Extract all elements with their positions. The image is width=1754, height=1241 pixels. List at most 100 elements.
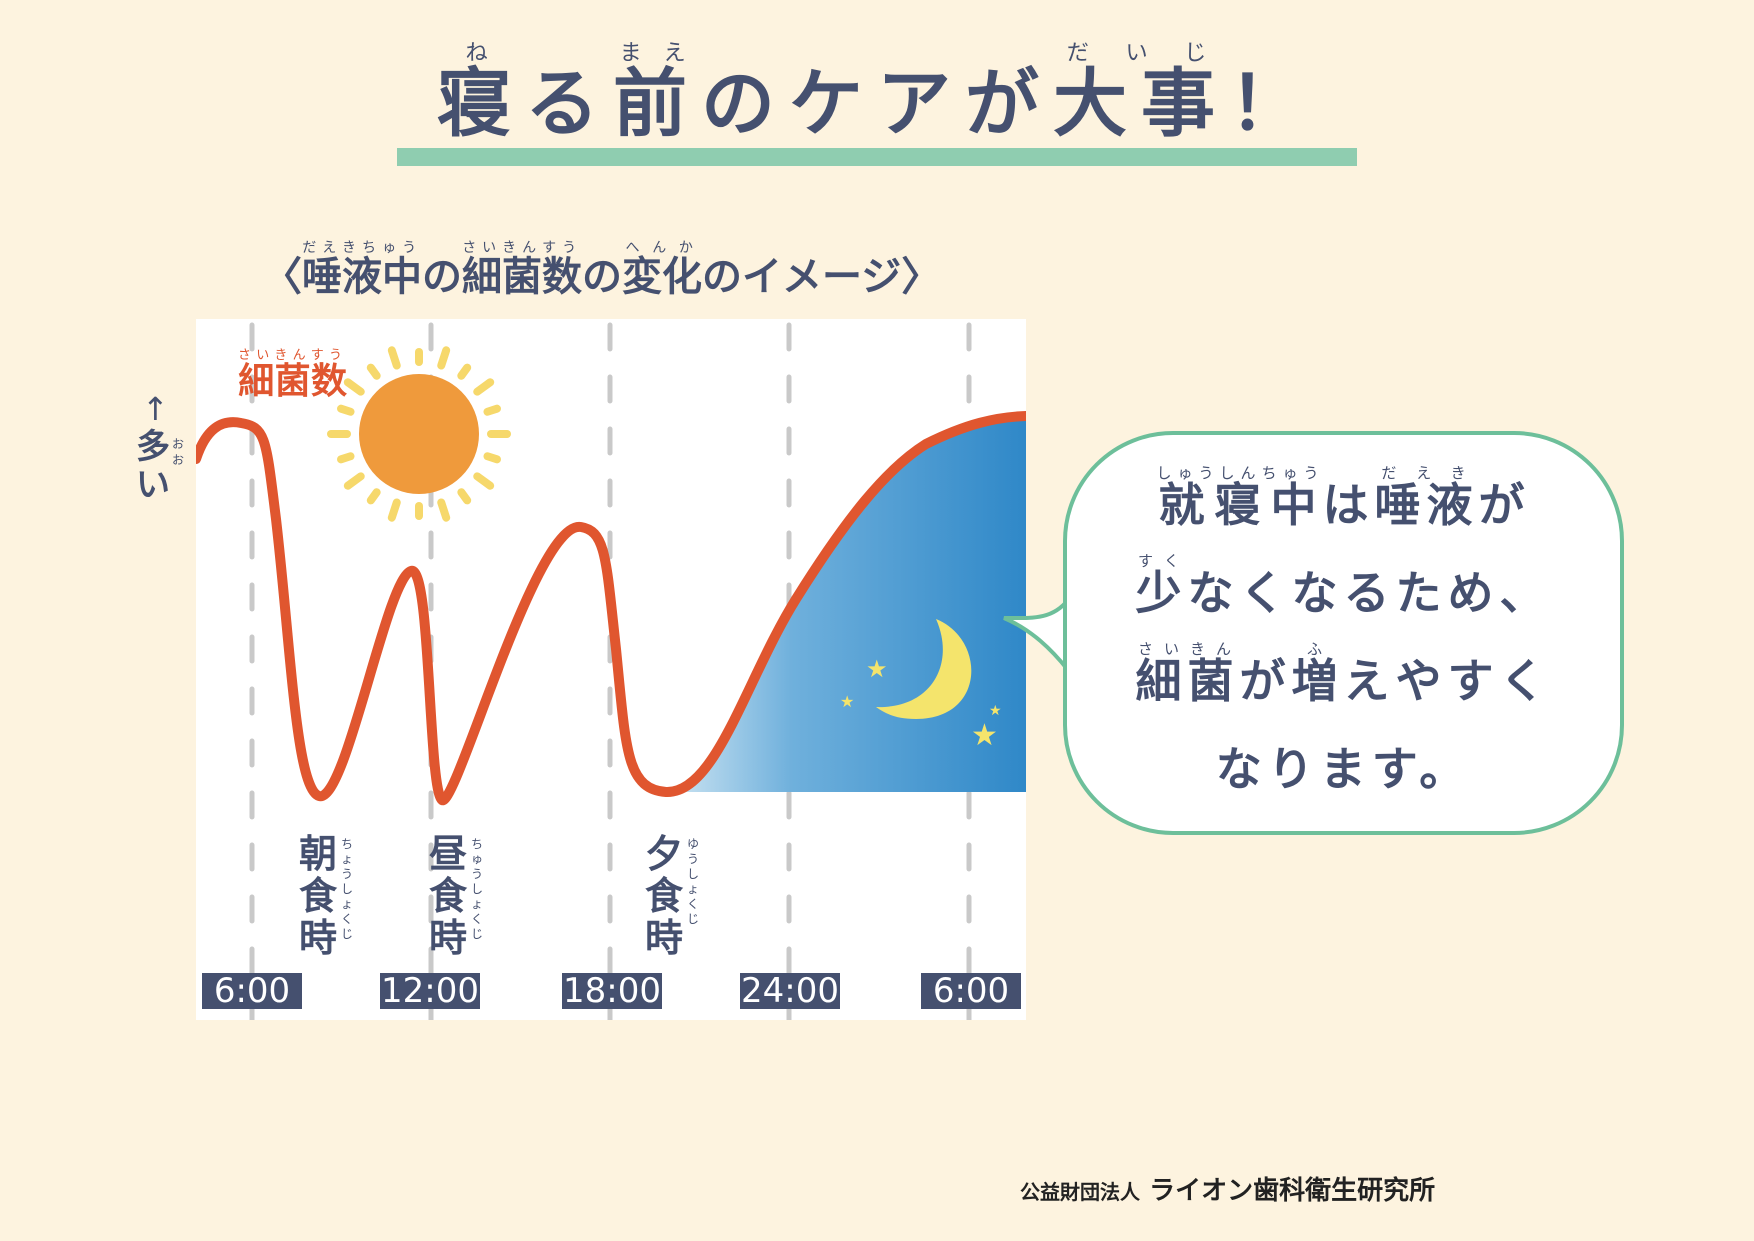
meal-label-breakfast: 朝食時 ちょうしょくじ (297, 833, 367, 963)
text-segment: が (1478, 478, 1531, 532)
text-segment: なります。 (1215, 742, 1472, 796)
sun-rays (327, 346, 511, 522)
sun-ray (483, 452, 501, 464)
bubble-line: 少すくなくなるため、 (1067, 549, 1620, 637)
up-arrow-icon: ↑ (142, 390, 169, 428)
text-segment: は (1322, 478, 1375, 532)
speech-bubble-text: 就寝中しゅうしんちゅうは唾液だえきが 少すくなくなるため、 細菌さいきんが増ふえやす… (1067, 461, 1620, 813)
meal-ruby: ゆうしょくじ (687, 837, 700, 926)
meal-label: 昼食時 (428, 832, 467, 960)
bacteria-curve (196, 411, 1026, 806)
ruby-base: 寝 (437, 61, 525, 147)
more-label: 多い (136, 427, 170, 505)
text-segment: えやすく (1343, 654, 1552, 708)
time-label: 6:00 (202, 973, 302, 1009)
ruby-base: 増 (1291, 654, 1344, 708)
moon-icon (876, 619, 972, 719)
chart-canvas: ★ ★ ★ ★ (196, 322, 1026, 1020)
sun-ray (437, 346, 451, 370)
sun-ray (457, 488, 472, 505)
text-segment: のイメージ〉 (702, 254, 942, 300)
sun-ray (366, 363, 381, 380)
sun-illustration (327, 346, 511, 522)
page-title: 寝ねる前まえのケアが大事だいじ！ (397, 40, 1357, 151)
ruby-text: 少すく (1135, 552, 1188, 620)
ruby-text: 唾液だえき (1374, 464, 1479, 532)
ruby-text: 寝ね (437, 40, 525, 147)
ruby-base: 唾液 (1374, 478, 1479, 532)
ruby-base: 唾液中 (302, 254, 422, 300)
sun-ray (337, 404, 355, 416)
sun-ray (437, 498, 451, 522)
ruby-reading: さいきん (1135, 640, 1240, 658)
chart-subtitle: 〈唾液中だえきちゅうの細菌数さいきんすうの変化へんかのイメージ〉 (262, 240, 941, 302)
speech-bubble: 就寝中しゅうしんちゅうは唾液だえきが 少すくなくなるため、 細菌さいきんが増ふえやす… (1063, 431, 1624, 835)
ruby-text: 唾液中だえきちゅう (302, 240, 422, 300)
org-prefix: 公益財団法人 (1020, 1180, 1140, 1204)
ruby-base: 変化 (622, 254, 702, 300)
org-name: ライオン歯科衛生研究所 (1149, 1176, 1436, 1206)
meal-label: 朝食時 (298, 832, 337, 960)
y-axis-label: 細菌数さいきんすう (238, 348, 347, 404)
text-segment: のケアが (701, 61, 1053, 147)
sun-ray (366, 488, 381, 505)
meal-label: 夕食時 (644, 832, 683, 960)
ruby-base: 前 (613, 61, 701, 147)
ruby-text: 細菌さいきん (1136, 640, 1240, 708)
time-label: 24:00 (740, 971, 840, 1011)
ruby-reading: へんか (622, 240, 702, 256)
sun-ray (387, 498, 401, 522)
ruby-base: 少 (1135, 566, 1188, 620)
ruby-text: 細菌数さいきんすう (462, 240, 582, 300)
time-label: 12:00 (380, 971, 480, 1011)
ruby-reading: ふ (1291, 640, 1344, 658)
ruby-reading: ね (437, 40, 525, 66)
ruby-reading: だえき (1374, 464, 1479, 482)
ruby-reading: だいじ (1053, 40, 1229, 66)
ruby-reading: しゅうしんちゅう (1156, 464, 1325, 482)
ruby-text: 増ふ (1291, 640, 1344, 708)
bubble-line: なります。 (1067, 725, 1620, 813)
speech-bubble-tail (1003, 598, 1070, 672)
organization-logo: 公益財団法人 ライオン歯科衛生研究所 (1020, 1170, 1435, 1207)
ruby-base: 就寝中 (1156, 478, 1325, 532)
star-icon: ★ (989, 703, 1002, 719)
y-axis-label-ruby: さいきんすう (238, 348, 348, 363)
meal-ruby: ちゅうしょくじ (471, 837, 484, 941)
sun-ray (343, 378, 365, 396)
ruby-text: 就寝中しゅうしんちゅう (1156, 464, 1325, 532)
ruby-text: 前まえ (613, 40, 701, 147)
meal-label-dinner: 夕食時 ゆうしょくじ (643, 833, 713, 963)
star-icon: ★ (971, 718, 998, 753)
moon-illustration: ★ ★ ★ ★ (840, 619, 1002, 753)
sun-ray (483, 404, 501, 416)
sun-ray (387, 346, 401, 370)
more-ruby: おお (172, 437, 185, 467)
text-segment: る (525, 61, 613, 147)
sun (359, 374, 479, 494)
ruby-text: 変化へんか (622, 240, 702, 300)
meal-ruby: ちょうしょくじ (341, 837, 354, 941)
star-icon: ★ (866, 655, 888, 683)
sun-ray (337, 452, 355, 464)
meal-label-lunch: 昼食時 ちゅうしょくじ (427, 833, 497, 963)
text-segment: が (1239, 654, 1292, 708)
ruby-base: 大事 (1053, 61, 1229, 147)
text-segment: ！ (1229, 61, 1317, 147)
more-indicator: ↑ 多い おお (132, 390, 192, 510)
text-segment: 〈 (262, 254, 302, 300)
star-icon: ★ (840, 692, 854, 711)
ruby-text: 大事だいじ (1053, 40, 1229, 147)
ruby-reading: まえ (613, 40, 701, 66)
time-label: 6:00 (921, 973, 1021, 1009)
ruby-reading: さいきんすう (462, 240, 582, 256)
ruby-reading: だえきちゅう (302, 240, 422, 256)
ruby-base: 細菌数 (462, 254, 582, 300)
bacteria-chart: ★ ★ ★ ★ 細菌数さいきんすう (196, 319, 1026, 1020)
text-segment: の (422, 254, 462, 300)
sun-ray (457, 363, 472, 380)
sun-ray (473, 378, 495, 396)
sun-ray (473, 472, 495, 490)
y-axis-label-text: 細菌数 (238, 361, 348, 402)
text-segment: の (582, 254, 622, 300)
